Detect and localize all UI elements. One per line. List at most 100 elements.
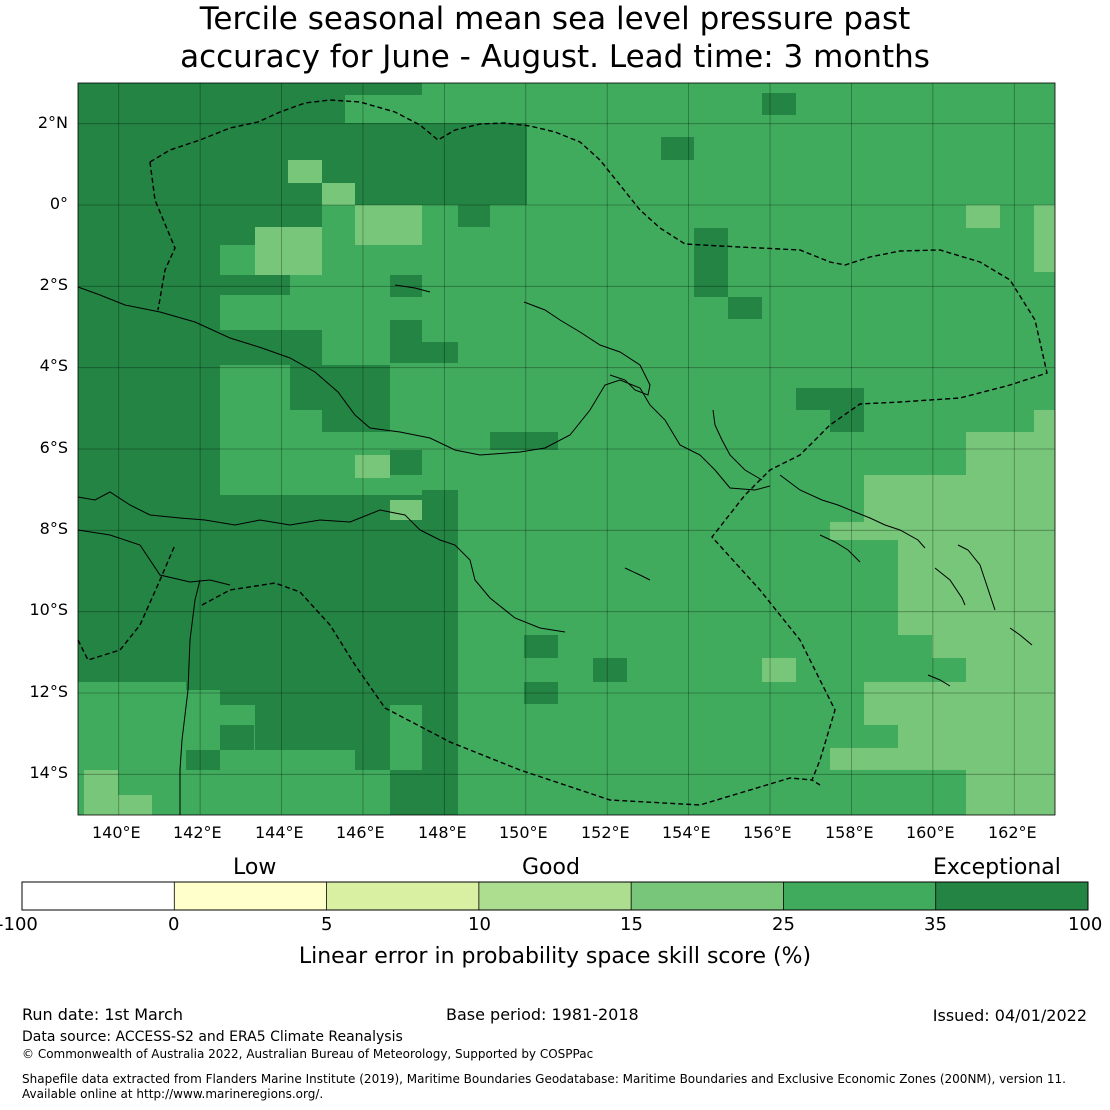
lon-label-148e: 148°E [418,823,467,842]
skill-cell [1034,205,1055,272]
skill-cell [898,725,966,770]
copyright: © Commonwealth of Australia 2022, Austra… [22,1047,594,1061]
colorbar-tick-5: 5 [321,914,333,935]
skill-cell [864,682,966,725]
coastline-path [523,301,651,396]
skill-cell [78,83,345,123]
skill-cell [390,275,422,297]
skill-cell [322,183,355,205]
lat-label-14s: 14°S [29,763,68,782]
colorbar-segment [631,882,784,910]
lat-label-12s: 12°S [29,682,68,701]
skill-cell [762,658,796,682]
category-good: Good [522,855,580,880]
skill-cell [966,205,1000,228]
coastline-path [77,491,566,633]
skill-cell [932,635,1034,658]
coastline-path [779,474,926,549]
skill-cell [390,770,422,815]
shapefile-credit-line-1: Shapefile data extracted from Flanders M… [22,1072,1066,1086]
colorbar-segment [935,882,1088,910]
colorbar-tick-minus100: -100 [0,914,38,935]
skill-cell [186,750,220,770]
colorbar-segment [326,882,479,910]
lat-label-6s: 6°S [39,438,68,457]
coastline-path [394,284,431,293]
coastline-path [957,544,996,611]
colorbar-segment [783,882,936,910]
category-exceptional: Exceptional [933,855,1061,880]
skill-cell [255,227,322,275]
skill-cell [220,330,322,365]
colorbar-tick-25: 25 [772,914,795,935]
skill-cell [220,725,254,750]
colorbar-segment [478,882,632,910]
skill-cell [898,540,1034,635]
colorbar-tick-0: 0 [168,914,180,935]
skill-cell [355,455,390,478]
skill-cell [118,795,152,815]
coastline-path [624,567,651,581]
lon-label-152e: 152°E [581,823,630,842]
skill-cell [661,137,694,160]
eez-boundary-path [149,99,1048,786]
base-period: Base period: 1981-2018 [446,1005,639,1024]
skill-cell [694,228,728,297]
skill-cell [390,320,422,342]
skill-cell [830,410,864,432]
lat-label-2s: 2°S [39,275,68,294]
lon-label-160e: 160°E [906,823,955,842]
skill-cells [78,83,1055,815]
skill-cell [830,522,864,540]
issued-date: Issued: 04/01/2022 [932,1006,1087,1025]
shapefile-credit-line-2: Available online at http://www.marinereg… [22,1087,324,1101]
skill-cell [524,682,558,704]
lon-label-156e: 156°E [743,823,792,842]
coastline-path [77,529,231,586]
colorbar-frame [21,881,1089,911]
skill-cell [422,123,525,205]
run-date: Run date: 1st March [22,1005,183,1024]
title-line-1: Tercile seasonal mean sea level pressure… [199,1,911,37]
skill-cell [390,500,422,520]
skill-cell [220,750,255,770]
skill-cell [830,748,898,770]
data-source: Data source: ACCESS-S2 and ERA5 Climate … [22,1029,403,1045]
chart-title: Tercile seasonal mean sea level pressure… [0,0,1110,76]
lon-label-142e: 142°E [173,823,222,842]
map-plot-area [77,82,1056,816]
eez-boundary-path [77,544,176,661]
coastline-path [934,567,966,606]
skill-cell [186,705,220,750]
lat-label-0: 0° [49,194,68,213]
skill-cell [355,205,422,245]
skill-cell [390,342,458,363]
colorbar-tick-10: 10 [468,914,491,935]
skill-cell [84,770,118,815]
colorbar-tick-100: 100 [1068,914,1103,935]
eez-boundaries [77,99,1048,806]
skill-cell [345,83,422,95]
skill-cell [288,160,322,183]
colorbar-title: Linear error in probability space skill … [298,944,812,969]
eez-boundary-path [201,582,813,806]
colorbar-segment [174,882,327,910]
coastline-path [1009,627,1033,646]
skill-cell [422,490,458,815]
colorbar-tick-35: 35 [924,914,947,935]
colorbar-tick-15: 15 [620,914,643,935]
colorbar [21,881,1089,911]
skill-cell [220,275,290,295]
skill-cell [458,205,490,227]
skill-cell [966,432,1034,475]
skill-cell [966,770,1034,795]
skill-cell [966,658,1034,770]
lat-label-4s: 4°S [39,356,68,375]
eez-boundary-path [149,161,176,311]
skill-cell [593,658,627,682]
skill-cell [220,495,422,705]
skill-cell [355,750,390,770]
skill-cell [390,450,422,475]
skill-cell [255,705,390,750]
